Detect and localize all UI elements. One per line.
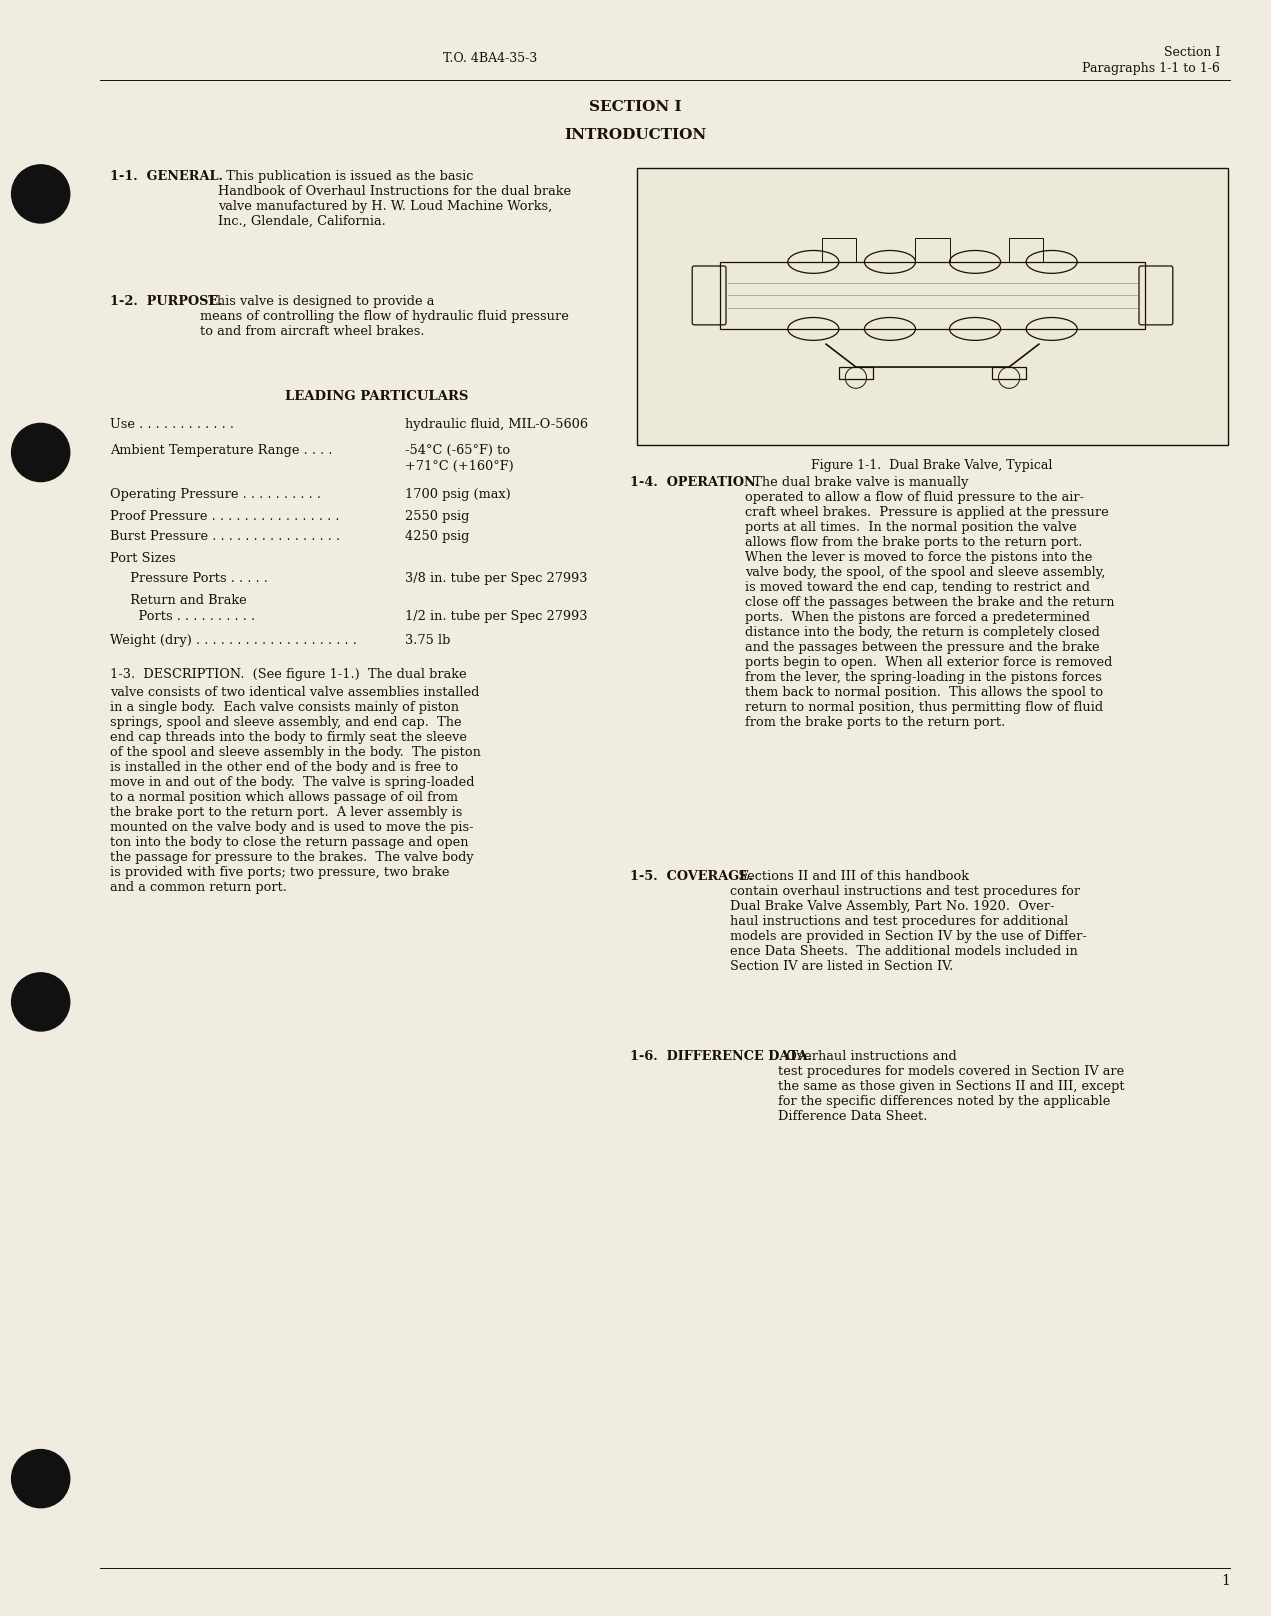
Text: hydraulic fluid, MIL-O-5606: hydraulic fluid, MIL-O-5606: [405, 419, 588, 431]
Text: Figure 1-1.  Dual Brake Valve, Typical: Figure 1-1. Dual Brake Valve, Typical: [811, 459, 1052, 472]
Text: 1-2.  PURPOSE.: 1-2. PURPOSE.: [111, 296, 222, 309]
Text: 1/2 in. tube per Spec 27993: 1/2 in. tube per Spec 27993: [405, 609, 587, 624]
Text: The dual brake valve is manually
operated to allow a flow of fluid pressure to t: The dual brake valve is manually operate…: [745, 477, 1115, 729]
Bar: [915, 238, 949, 262]
Text: Proof Pressure . . . . . . . . . . . . . . . .: Proof Pressure . . . . . . . . . . . . .…: [111, 511, 339, 524]
Text: Sections II and III of this handbook
contain overhaul instructions and test proc: Sections II and III of this handbook con…: [730, 869, 1087, 973]
Text: valve consists of two identical valve assemblies installed
in a single body.  Ea: valve consists of two identical valve as…: [111, 687, 480, 894]
Bar: [1009, 238, 1043, 262]
Text: +71°C (+160°F): +71°C (+160°F): [405, 461, 513, 473]
Text: 4250 psig: 4250 psig: [405, 530, 469, 543]
Text: Overhaul instructions and
test procedures for models covered in Section IV are
t: Overhaul instructions and test procedure…: [778, 1050, 1125, 1123]
Text: 2550 psig: 2550 psig: [405, 511, 469, 524]
Text: T.O. 4BA4-35-3: T.O. 4BA4-35-3: [442, 52, 538, 65]
Text: Operating Pressure . . . . . . . . . .: Operating Pressure . . . . . . . . . .: [111, 488, 322, 501]
Text: 1-1.  GENERAL.: 1-1. GENERAL.: [111, 170, 222, 183]
Text: 1-5.  COVERAGE.: 1-5. COVERAGE.: [630, 869, 754, 882]
Text: SECTION I: SECTION I: [588, 100, 681, 115]
Text: This publication is issued as the basic
Handbook of Overhaul Instructions for th: This publication is issued as the basic …: [219, 170, 571, 228]
Text: Ambient Temperature Range . . . .: Ambient Temperature Range . . . .: [111, 444, 333, 457]
Text: 1-4.  OPERATION.: 1-4. OPERATION.: [630, 477, 759, 490]
Text: Port Sizes: Port Sizes: [111, 553, 175, 566]
Circle shape: [11, 423, 70, 482]
Text: Weight (dry) . . . . . . . . . . . . . . . . . . . .: Weight (dry) . . . . . . . . . . . . . .…: [111, 633, 357, 646]
Text: INTRODUCTION: INTRODUCTION: [564, 128, 707, 142]
Text: Burst Pressure . . . . . . . . . . . . . . . .: Burst Pressure . . . . . . . . . . . . .…: [111, 530, 341, 543]
Text: 1: 1: [1221, 1574, 1230, 1589]
Circle shape: [11, 1450, 70, 1508]
Text: Return and Brake: Return and Brake: [122, 595, 247, 608]
Text: This valve is designed to provide a
means of controlling the flow of hydraulic f: This valve is designed to provide a mean…: [200, 296, 569, 338]
Bar: [993, 367, 1026, 380]
Text: -54°C (-65°F) to: -54°C (-65°F) to: [405, 444, 510, 457]
Bar: [637, 168, 1228, 444]
Text: Paragraphs 1-1 to 1-6: Paragraphs 1-1 to 1-6: [1082, 61, 1220, 74]
Text: 1-3.  DESCRIPTION.  (See figure 1-1.)  The dual brake: 1-3. DESCRIPTION. (See figure 1-1.) The …: [111, 667, 466, 680]
Bar: [839, 367, 873, 380]
Circle shape: [11, 165, 70, 223]
Text: Use . . . . . . . . . . . .: Use . . . . . . . . . . . .: [111, 419, 234, 431]
Text: 1700 psig (max): 1700 psig (max): [405, 488, 511, 501]
Text: Ports . . . . . . . . . .: Ports . . . . . . . . . .: [122, 609, 255, 624]
Text: 1-6.  DIFFERENCE DATA.: 1-6. DIFFERENCE DATA.: [630, 1050, 812, 1063]
Text: LEADING PARTICULARS: LEADING PARTICULARS: [285, 389, 469, 402]
Bar: [822, 238, 855, 262]
Bar: [719, 262, 1145, 330]
Text: 3/8 in. tube per Spec 27993: 3/8 in. tube per Spec 27993: [405, 572, 587, 585]
Circle shape: [11, 973, 70, 1031]
Text: 3.75 lb: 3.75 lb: [405, 633, 450, 646]
Text: Section I: Section I: [1164, 45, 1220, 60]
Text: Pressure Ports . . . . .: Pressure Ports . . . . .: [122, 572, 268, 585]
